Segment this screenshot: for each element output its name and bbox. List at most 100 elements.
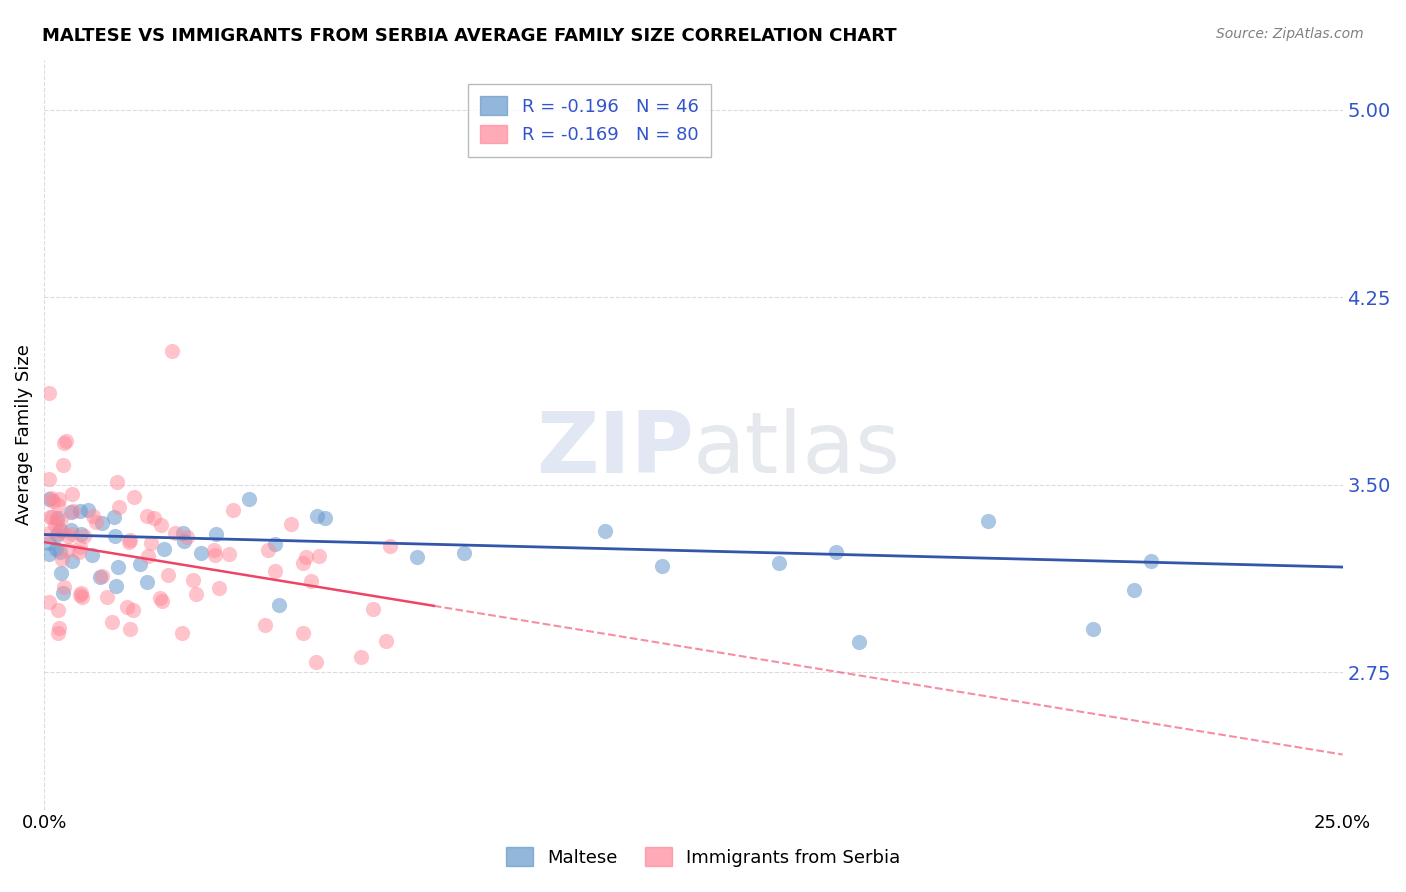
Point	[59, 505, 82, 519]
Point	[160, 344, 183, 359]
Point	[257, 543, 280, 558]
Point	[60, 486, 83, 500]
Point	[292, 626, 315, 640]
Point	[46, 528, 69, 542]
Point	[218, 547, 240, 561]
Point	[77, 503, 100, 517]
Point	[181, 573, 204, 587]
Point	[295, 549, 318, 564]
Point	[103, 510, 125, 524]
Point	[46, 498, 69, 512]
Point	[651, 559, 673, 574]
Point	[60, 554, 83, 568]
Point	[593, 524, 616, 538]
Point	[51, 566, 73, 581]
Point	[46, 525, 69, 540]
Point	[38, 595, 60, 609]
Point	[42, 493, 65, 508]
Point	[115, 600, 138, 615]
Point	[1140, 554, 1163, 568]
Point	[263, 536, 285, 550]
Point	[38, 536, 60, 550]
Legend: R = -0.196   N = 46, R = -0.169   N = 80: R = -0.196 N = 46, R = -0.169 N = 80	[468, 84, 711, 157]
Point	[264, 565, 287, 579]
Point	[69, 527, 91, 541]
Point	[157, 567, 180, 582]
Point	[46, 625, 69, 640]
Point	[96, 591, 118, 605]
Point	[39, 491, 62, 505]
Point	[139, 536, 162, 550]
Point	[51, 552, 73, 566]
Point	[56, 543, 79, 558]
Text: ZIP: ZIP	[536, 408, 693, 491]
Point	[46, 603, 69, 617]
Point	[153, 541, 176, 556]
Point	[51, 524, 73, 538]
Point	[118, 533, 141, 547]
Point	[238, 491, 260, 506]
Point	[135, 575, 157, 590]
Point	[60, 524, 83, 538]
Point	[204, 548, 226, 562]
Point	[165, 525, 187, 540]
Point	[52, 458, 75, 472]
Point	[48, 491, 70, 506]
Point	[107, 500, 129, 515]
Point	[304, 655, 326, 669]
Point	[70, 586, 93, 600]
Text: Source: ZipAtlas.com: Source: ZipAtlas.com	[1216, 27, 1364, 41]
Point	[53, 435, 76, 450]
Point	[453, 546, 475, 560]
Point	[173, 533, 195, 548]
Point	[49, 544, 72, 558]
Point	[977, 514, 1000, 528]
Point	[135, 508, 157, 523]
Point	[118, 622, 141, 636]
Point	[52, 586, 75, 600]
Point	[101, 615, 124, 629]
Y-axis label: Average Family Size: Average Family Size	[15, 344, 32, 525]
Point	[150, 518, 173, 533]
Point	[172, 526, 194, 541]
Point	[70, 591, 93, 605]
Point	[69, 588, 91, 602]
Point	[308, 549, 330, 563]
Point	[53, 580, 76, 594]
Point	[104, 579, 127, 593]
Point	[150, 593, 173, 607]
Point	[267, 598, 290, 612]
Point	[44, 517, 66, 532]
Point	[143, 511, 166, 525]
Point	[56, 529, 79, 543]
Legend: Maltese, Immigrants from Serbia: Maltese, Immigrants from Serbia	[498, 840, 908, 874]
Point	[221, 503, 243, 517]
Point	[80, 549, 103, 563]
Point	[105, 475, 128, 490]
Point	[89, 570, 111, 584]
Point	[48, 523, 70, 537]
Point	[190, 546, 212, 560]
Point	[121, 603, 143, 617]
Point	[378, 539, 401, 553]
Text: atlas: atlas	[693, 408, 901, 491]
Point	[41, 510, 63, 524]
Point	[375, 633, 398, 648]
Point	[118, 535, 141, 549]
Point	[91, 569, 114, 583]
Point	[129, 557, 152, 571]
Point	[204, 526, 226, 541]
Point	[38, 525, 60, 540]
Point	[104, 529, 127, 543]
Point	[1122, 583, 1144, 598]
Point	[38, 547, 60, 561]
Point	[361, 602, 384, 616]
Point	[69, 540, 91, 554]
Point	[825, 545, 848, 559]
Point	[314, 510, 336, 524]
Point	[107, 559, 129, 574]
Point	[136, 549, 159, 563]
Text: MALTESE VS IMMIGRANTS FROM SERBIA AVERAGE FAMILY SIZE CORRELATION CHART: MALTESE VS IMMIGRANTS FROM SERBIA AVERAG…	[42, 27, 897, 45]
Point	[39, 510, 62, 524]
Point	[184, 586, 207, 600]
